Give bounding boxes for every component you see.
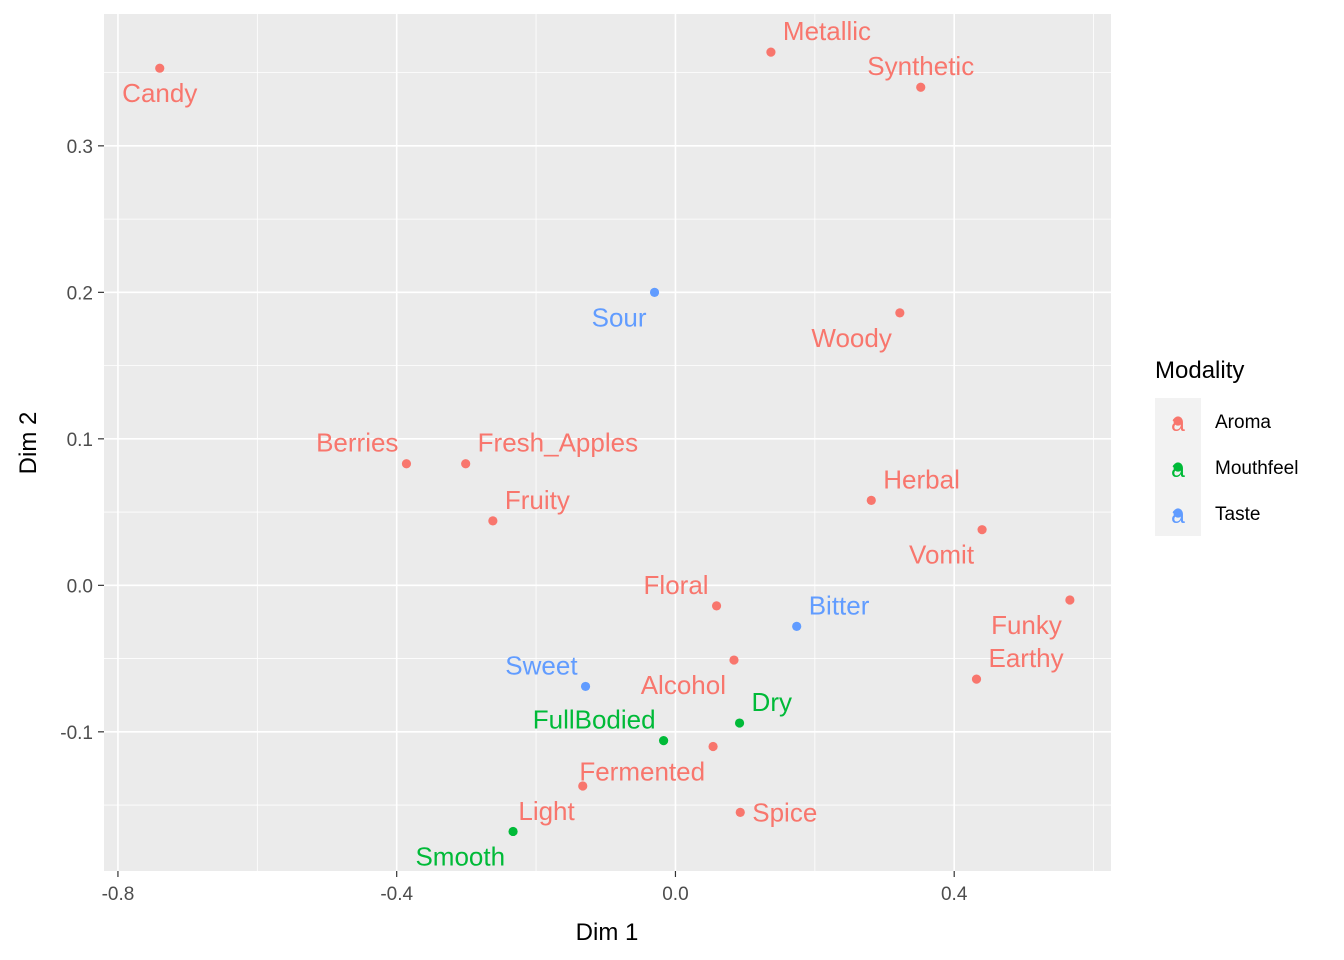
x-tick-label: 0.0: [662, 884, 688, 905]
data-point-earthy: [971, 674, 982, 684]
legend: Modality aAromaaMouthfeelaTaste: [1155, 357, 1298, 536]
data-point-synthetic: [916, 82, 926, 92]
data-point-vomit: [977, 525, 987, 535]
x-tick-label: -0.8: [102, 884, 135, 905]
plot-panel: [104, 14, 1111, 871]
data-point-fruity: [488, 516, 498, 526]
data-point-woody: [895, 308, 905, 318]
data-point-dry: [734, 718, 745, 728]
data-points: [155, 47, 1075, 837]
data-point-funky: [1065, 595, 1075, 605]
data-point-fermented: [708, 741, 718, 752]
legend-key-point: [1173, 462, 1183, 472]
point-label: Berries: [316, 428, 398, 458]
point-label: Herbal: [883, 464, 960, 494]
point-label: Light: [518, 796, 575, 826]
data-point-alcohol: [729, 655, 739, 665]
grid-lines: [104, 14, 1111, 871]
legend-label-mouthfeel: Mouthfeel: [1215, 458, 1298, 479]
x-axis: -0.8 -0.4 0.0 0.4: [102, 871, 968, 905]
y-axis-title: Dim 2: [15, 412, 42, 475]
point-labels: Candy Metallic Synthetic Sour Woody Berries Fr…: [122, 16, 1063, 871]
y-tick-label: 0.2: [67, 283, 93, 304]
point-label: Dry: [752, 687, 792, 717]
point-label: Alcohol: [641, 670, 726, 700]
legend-key-point: [1173, 416, 1183, 426]
y-tick-label: 0.1: [67, 430, 93, 451]
data-point-sweet: [580, 681, 591, 692]
point-label: Earthy: [989, 643, 1064, 673]
x-tick-label: -0.4: [380, 884, 413, 905]
point-label: Woody: [811, 323, 891, 353]
point-label: Floral: [644, 570, 709, 600]
point-label: Funky: [991, 610, 1062, 640]
data-point-floral: [711, 601, 722, 611]
data-point-sour: [649, 287, 660, 297]
legend-title: Modality: [1155, 357, 1244, 384]
y-tick-label: 0.3: [67, 137, 93, 158]
point-label: Smooth: [415, 841, 505, 871]
point-label: FullBodied: [533, 705, 656, 735]
data-point-bitter: [792, 621, 802, 631]
y-tick-label: -0.1: [60, 723, 93, 744]
point-label: Sour: [592, 302, 647, 332]
point-label: Metallic: [783, 16, 871, 46]
data-point-herbal: [866, 495, 876, 505]
data-point-spice: [735, 807, 745, 818]
point-label: Spice: [752, 797, 817, 827]
data-point-berries: [401, 459, 412, 469]
data-point-metallic: [766, 47, 776, 57]
data-point-candy: [155, 63, 165, 73]
x-axis-title: Dim 1: [576, 919, 639, 946]
point-label: Vomit: [909, 540, 975, 570]
legend-key-point: [1173, 508, 1183, 518]
data-point-light: [578, 781, 588, 791]
y-tick-label: 0.0: [67, 576, 93, 597]
point-label: Fruity: [505, 485, 570, 515]
data-point-fresh-apples: [461, 459, 471, 469]
y-axis: -0.1 0.0 0.1 0.2 0.3: [60, 137, 104, 744]
data-point-fullbodied: [658, 736, 669, 746]
legend-label-taste: Taste: [1215, 504, 1260, 525]
point-label: Bitter: [809, 590, 870, 620]
point-label: Candy: [122, 78, 197, 108]
data-point-smooth: [508, 826, 518, 837]
point-label: Fermented: [579, 756, 705, 786]
legend-label-aroma: Aroma: [1215, 412, 1271, 433]
x-tick-label: 0.4: [941, 884, 968, 905]
point-label: Synthetic: [867, 51, 974, 81]
point-label: Sweet: [505, 650, 578, 680]
point-label: Fresh_Apples: [478, 428, 638, 458]
